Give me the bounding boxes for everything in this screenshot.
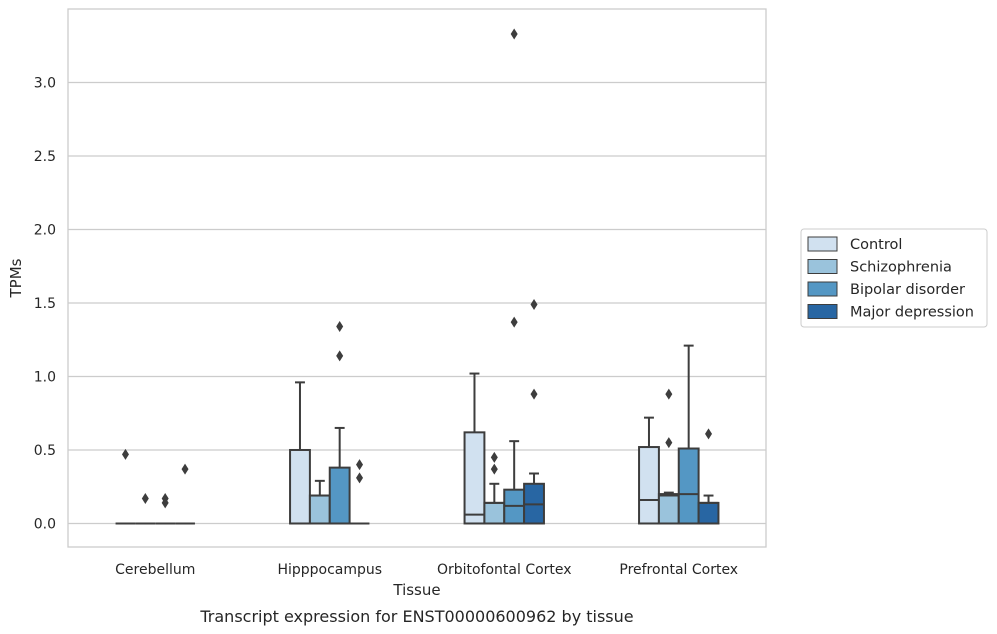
box	[677, 447, 700, 525]
series-schizophrenia	[135, 388, 680, 525]
outlier-point	[121, 448, 129, 460]
box-series	[115, 28, 720, 525]
x-tick-labels: Cerebellum Hipppocampus Orbitofontal Corte…	[115, 562, 738, 578]
x-tick-label: Hipppocampus	[277, 562, 382, 578]
box-group	[135, 492, 156, 525]
y-tick-label: 3.0	[34, 75, 56, 91]
y-tick-label: 0.0	[34, 516, 56, 532]
y-tick-labels: 0.0 0.5 1.0 1.5 2.0 2.5 3.0	[34, 75, 56, 532]
box	[328, 466, 351, 525]
legend-entries: Control Schizophrenia Bipolar disorder Majo…	[807, 236, 974, 321]
y-tick-label: 0.5	[34, 443, 56, 459]
y-axis-label: TPMs	[7, 258, 25, 298]
legend-label: Schizophrenia	[850, 260, 952, 276]
box-group	[289, 381, 311, 525]
outlier-point	[705, 428, 713, 440]
legend: Control Schizophrenia Bipolar disorder Majo…	[800, 228, 988, 328]
box-group	[308, 479, 331, 525]
legend-label: Major depression	[850, 305, 974, 321]
outlier-point	[161, 492, 169, 504]
outlier-point	[181, 463, 189, 475]
y-tick-label: 2.0	[34, 222, 56, 238]
outlier-point	[336, 321, 344, 333]
box-group	[523, 298, 545, 525]
legend-swatch	[807, 236, 838, 252]
outlier-point	[490, 451, 498, 463]
series-major-depression	[175, 298, 720, 525]
outlier-point	[141, 492, 149, 504]
x-tick-label: Orbitofontal Cortex	[437, 562, 572, 578]
box	[483, 501, 506, 525]
plot-frame	[67, 8, 767, 548]
outlier-point	[665, 388, 673, 400]
outlier-point	[490, 463, 498, 475]
box-group	[349, 459, 370, 525]
outlier-point	[530, 388, 538, 400]
box	[463, 431, 486, 525]
outlier-point	[356, 459, 364, 471]
box-group	[638, 416, 660, 525]
outlier-point	[356, 472, 364, 484]
box-group	[657, 388, 680, 525]
box-group	[483, 451, 506, 525]
box-group	[463, 372, 486, 525]
box-group	[115, 448, 136, 525]
x-axis-label: Tissue	[392, 581, 440, 599]
x-tick-label: Prefrontal Cortex	[619, 562, 738, 578]
box-group	[697, 428, 720, 525]
box-group	[175, 463, 195, 525]
legend-swatch	[807, 259, 838, 274]
series-bipolar-disorder	[155, 28, 700, 525]
legend-frame	[800, 228, 988, 328]
legend-label: Bipolar disorder	[850, 282, 965, 298]
outlier-point	[510, 28, 518, 40]
box-group	[155, 492, 176, 525]
legend-swatch	[807, 281, 838, 297]
box	[308, 494, 331, 525]
outlier-point	[336, 350, 344, 362]
box	[289, 448, 311, 525]
x-tick-label: Cerebellum	[115, 562, 195, 578]
y-tick-label: 2.5	[34, 149, 56, 165]
box	[657, 493, 680, 525]
box-group	[677, 344, 700, 525]
series-control	[115, 372, 660, 525]
outlier-point	[510, 316, 518, 328]
legend-swatch	[807, 304, 838, 319]
chart-caption: Transcript expression for ENST0000060096…	[199, 607, 633, 626]
box-group	[328, 321, 351, 525]
y-tick-label: 1.0	[34, 369, 56, 385]
box	[697, 501, 720, 525]
legend-label: Control	[850, 237, 902, 253]
y-tick-label: 1.5	[34, 296, 56, 312]
box-group	[503, 28, 526, 525]
outlier-point	[665, 437, 673, 449]
outlier-point	[530, 298, 538, 310]
box	[638, 446, 660, 525]
